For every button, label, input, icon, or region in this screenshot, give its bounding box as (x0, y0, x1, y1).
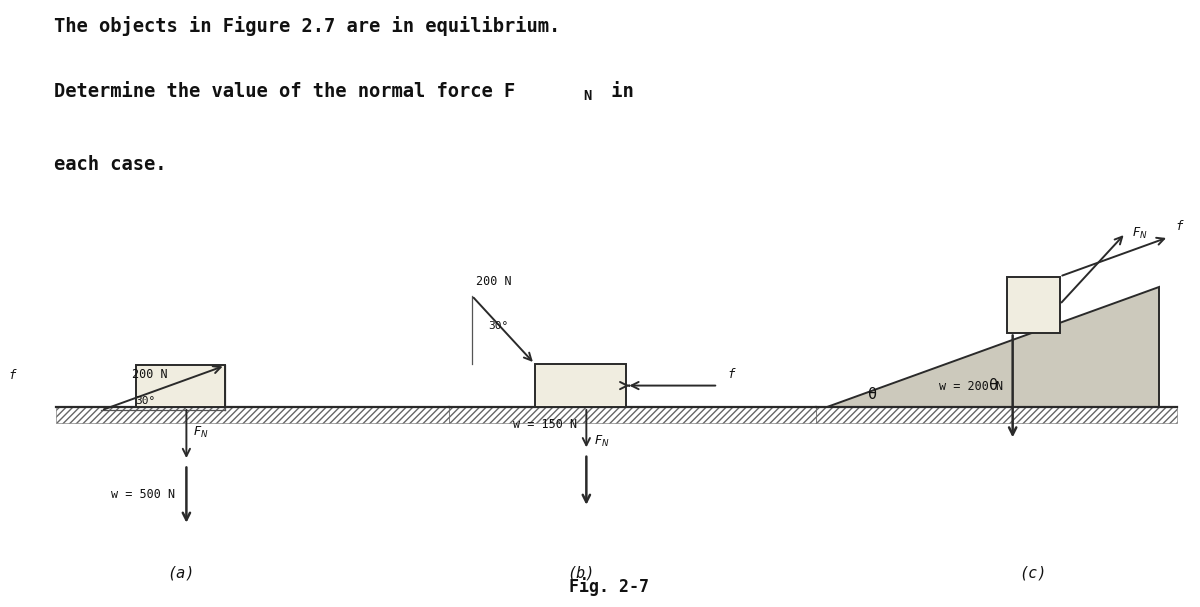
Text: Determine the value of the normal force F: Determine the value of the normal force … (54, 81, 515, 101)
Text: (b): (b) (566, 565, 594, 580)
Text: $F_N$: $F_N$ (1133, 225, 1148, 240)
Text: (c): (c) (1020, 565, 1046, 580)
Text: θ: θ (869, 387, 877, 402)
Text: f: f (727, 368, 734, 381)
Text: Fig. 2-7: Fig. 2-7 (569, 577, 649, 596)
Text: N: N (583, 89, 592, 103)
Bar (1007, 277, 1060, 333)
Text: f: f (1176, 220, 1183, 234)
Text: (a): (a) (167, 565, 194, 580)
Text: 30°: 30° (136, 396, 156, 406)
Bar (55, 407, 449, 423)
Bar (535, 364, 626, 407)
Text: 200 N: 200 N (132, 368, 167, 381)
Text: $F_N$: $F_N$ (193, 425, 209, 440)
Polygon shape (827, 287, 1159, 407)
Text: $F_N$: $F_N$ (594, 434, 610, 449)
Text: each case.: each case. (54, 155, 167, 174)
Text: in: in (600, 81, 634, 101)
Bar (136, 365, 226, 407)
Text: 200 N: 200 N (476, 276, 512, 288)
Text: w = 150 N: w = 150 N (514, 418, 577, 431)
Text: 30°: 30° (487, 321, 508, 331)
Text: w = 200 N: w = 200 N (940, 380, 1003, 393)
Text: The objects in Figure 2.7 are in equilibrium.: The objects in Figure 2.7 are in equilib… (54, 16, 560, 36)
Text: w = 500 N: w = 500 N (110, 488, 175, 501)
Bar (816, 407, 1176, 423)
Bar (449, 407, 816, 423)
Text: θ: θ (989, 378, 997, 393)
Text: f: f (8, 369, 16, 382)
